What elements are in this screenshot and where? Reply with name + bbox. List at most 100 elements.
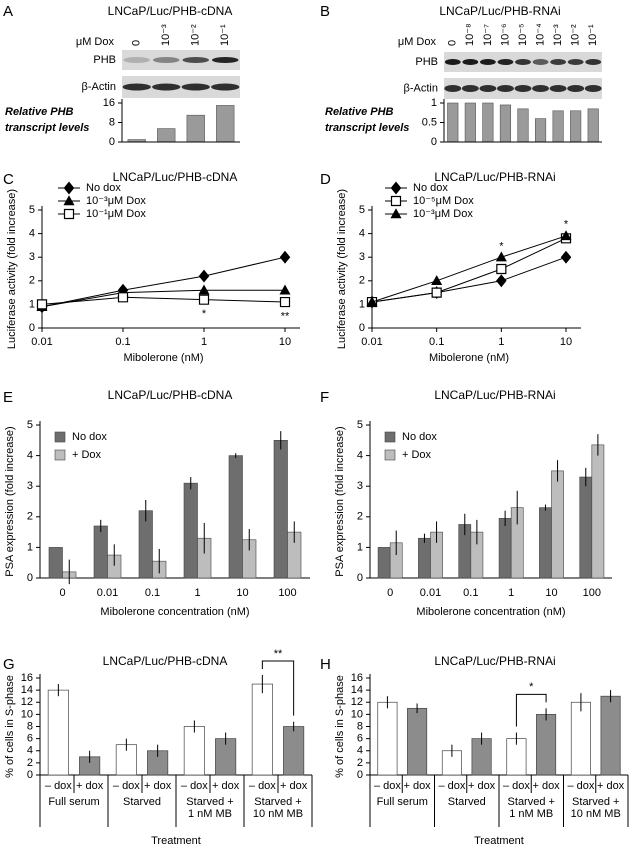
y-tick-label: 16 — [21, 672, 33, 684]
x-tick-label: 0.1 — [429, 336, 444, 348]
column-label: 10⁻³ — [552, 24, 564, 46]
error-bar — [190, 477, 192, 490]
error-bar — [203, 522, 205, 554]
panel-letter: A — [3, 3, 13, 20]
panel-letter: H — [320, 656, 331, 673]
bar — [447, 102, 459, 143]
chart-title: LNCaP/Luc/PHB-cDNA — [113, 170, 238, 184]
annotation: * — [202, 308, 207, 320]
group-label: Starved + — [572, 796, 619, 808]
marker — [117, 292, 129, 303]
significance-label: * — [529, 681, 534, 693]
blot-band — [444, 59, 461, 65]
error-bar — [500, 265, 502, 273]
bar — [157, 128, 176, 143]
column-header: μM Dox — [398, 36, 437, 48]
blot-band — [514, 85, 532, 92]
y-tick-label: 3 — [357, 480, 363, 492]
y-tick-label: 5 — [27, 419, 33, 431]
blot-band — [515, 59, 531, 65]
error-bar — [293, 521, 295, 543]
marker — [496, 274, 507, 288]
blot-band — [549, 85, 567, 92]
error-bar — [610, 690, 612, 703]
error-bar — [125, 738, 127, 751]
y-tick-label: 16 — [351, 672, 363, 684]
subgroup-label: + dox — [76, 780, 104, 792]
x-axis-label: Mibolerone concentration (nM) — [416, 606, 565, 618]
x-tick-label: 10 — [279, 336, 291, 348]
y-axis-label: PSA expression (fold increase) — [4, 426, 16, 576]
y-tick-label: 2 — [359, 275, 365, 287]
group-label: 10 nM MB — [571, 808, 621, 820]
y-tick-label: 0 — [27, 769, 33, 781]
y-tick-label: 5 — [359, 204, 365, 216]
error-bar — [504, 510, 506, 526]
y-tick-label: 1 — [27, 541, 33, 553]
y-tick-label: 0 — [27, 572, 33, 584]
bar — [570, 701, 591, 776]
y-tick-label: 4 — [357, 450, 363, 462]
group-label: Starved + — [186, 796, 233, 808]
bar — [377, 547, 391, 579]
y-tick-label: 14 — [21, 684, 33, 696]
bar — [536, 714, 557, 776]
group-label: 1 nM MB — [509, 808, 553, 820]
x-tick-label: 1 — [498, 336, 504, 348]
subgroup-label: + dox — [144, 780, 172, 792]
bar — [539, 507, 552, 579]
error-bar — [464, 513, 466, 536]
bar — [587, 108, 599, 143]
marker — [496, 263, 507, 275]
y-tick-label: 5 — [357, 419, 363, 431]
x-tick-label: 1 — [508, 587, 514, 599]
bar — [579, 476, 593, 579]
group-label: Starved — [448, 796, 486, 808]
group-label: Starved + — [254, 796, 301, 808]
bar — [552, 110, 564, 143]
panel-letter: E — [3, 389, 13, 406]
y-tick-label: 0.5 — [422, 116, 437, 128]
series-line — [371, 256, 567, 303]
error-bar — [113, 544, 115, 566]
x-tick-label: 0.1 — [463, 587, 478, 599]
x-tick-label: 0 — [59, 587, 65, 599]
error-bar — [545, 708, 547, 721]
y-axis-label: % of cells in S-phase — [334, 675, 346, 778]
error-bar — [248, 529, 250, 551]
y-axis-label: Luciferase activity (fold increase) — [336, 189, 348, 349]
legend-label: 10⁻¹μM Dox — [86, 208, 146, 220]
blot-band — [181, 83, 210, 91]
blot-band — [123, 57, 151, 63]
blot-band — [152, 57, 180, 63]
blot-band — [497, 85, 514, 92]
series-line — [371, 237, 567, 303]
bar — [216, 105, 235, 143]
significance-label: ** — [274, 648, 283, 660]
error-bar — [145, 499, 147, 522]
error-bar — [515, 732, 517, 745]
error-bar — [57, 684, 59, 697]
blot-band — [211, 83, 240, 91]
bar — [251, 683, 273, 776]
marker — [36, 299, 48, 310]
bar — [570, 110, 582, 143]
error-bar — [203, 286, 205, 294]
error-bar — [557, 460, 559, 482]
error-bar — [395, 530, 397, 556]
marker — [431, 275, 443, 285]
bar — [600, 695, 621, 776]
y-tick-label: 10 — [351, 708, 363, 720]
subgroup-label: – dox — [181, 780, 208, 792]
marker — [279, 250, 291, 264]
legend-label: + Dox — [72, 449, 102, 461]
error-bar — [516, 490, 518, 525]
column-label: 10⁻² — [190, 24, 202, 46]
x-axis-label: Mibolerone (nM) — [429, 352, 509, 364]
y-tick-label: 10 — [21, 708, 33, 720]
x-axis-label: Mibolerone (nM) — [123, 352, 203, 364]
column-label: 10⁻¹ — [219, 24, 231, 46]
bar — [407, 707, 428, 776]
y-tick-label: 12 — [351, 696, 363, 708]
error-bar — [580, 693, 582, 712]
